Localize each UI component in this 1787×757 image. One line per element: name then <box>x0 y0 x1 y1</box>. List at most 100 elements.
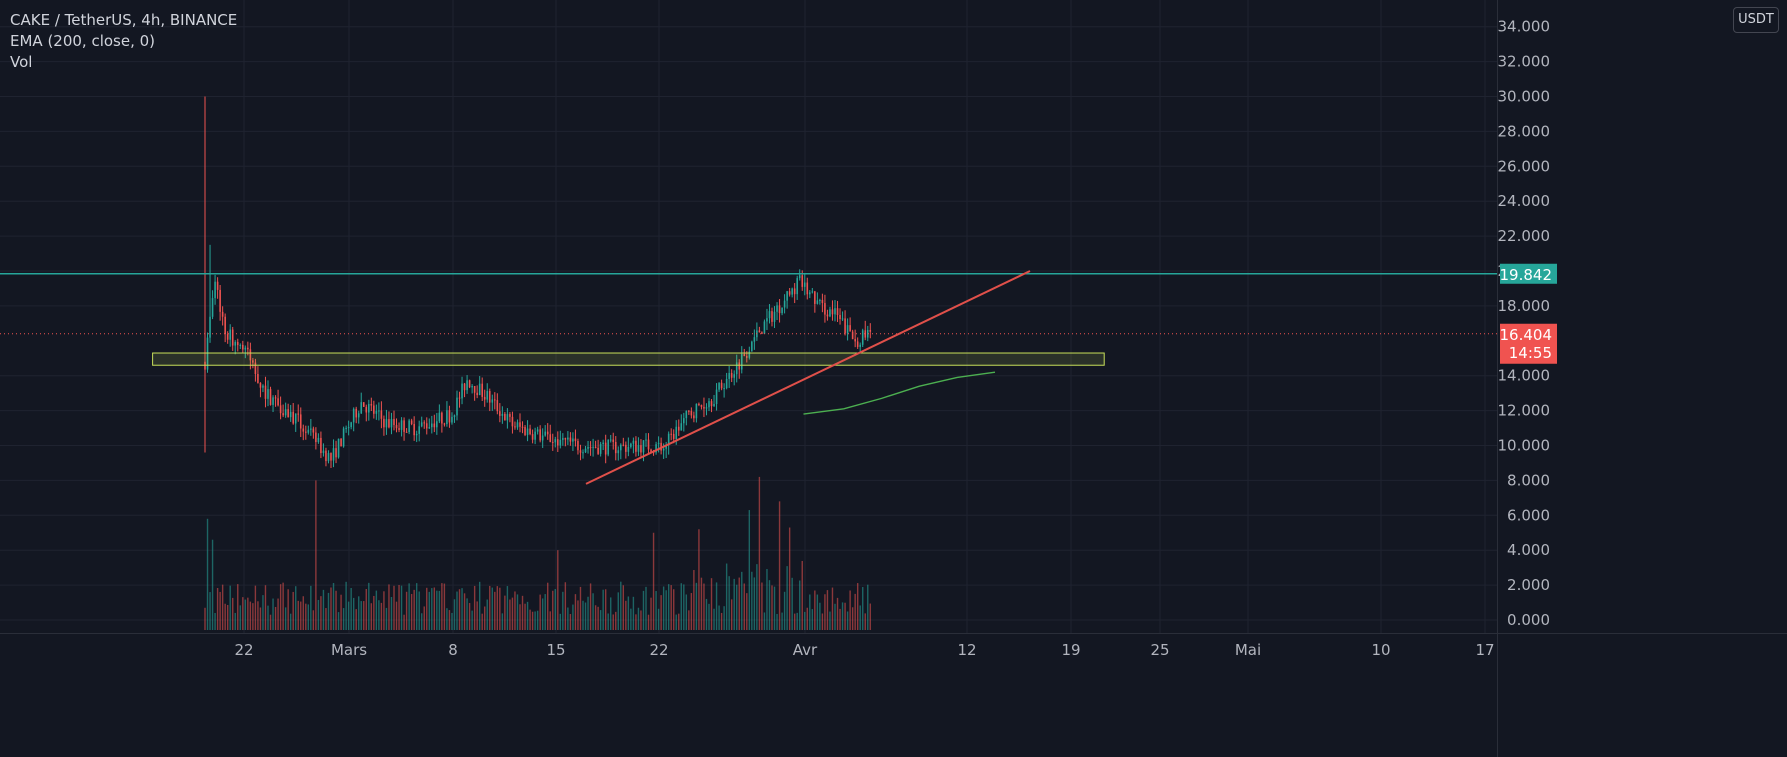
volume-bar <box>673 589 675 630</box>
volume-bar <box>433 587 436 630</box>
candle-body <box>667 433 670 446</box>
volume-bar <box>776 613 778 630</box>
candle-body <box>476 392 478 396</box>
volume-bar <box>710 578 713 630</box>
candle-body <box>657 442 660 445</box>
candle-body <box>216 281 219 290</box>
volume-bar <box>506 586 509 630</box>
candle-body <box>453 415 456 417</box>
candle-body <box>423 422 426 424</box>
volume-bar <box>484 606 486 630</box>
candle-body <box>554 439 557 443</box>
volume-bar <box>713 608 715 630</box>
volume-bar <box>446 608 448 630</box>
volume-bar <box>851 607 854 630</box>
volume-bar <box>267 605 269 630</box>
candle-body <box>289 411 292 418</box>
volume-bar <box>736 584 738 630</box>
volume-bar <box>368 582 370 630</box>
volume-indicator-label[interactable]: Vol <box>10 53 33 71</box>
volume-bar <box>756 564 758 630</box>
time-tick-label: 12 <box>957 641 976 659</box>
candle-body <box>226 334 229 340</box>
candle-body <box>592 446 594 448</box>
volume-bar <box>514 591 516 630</box>
candle-body <box>481 383 483 397</box>
volume-bar <box>640 610 642 630</box>
volume-bar <box>421 613 423 630</box>
candle-body <box>345 427 347 429</box>
volume-bar <box>534 611 536 630</box>
candle-body <box>557 439 559 446</box>
volume-bar <box>758 476 761 630</box>
volume-bar <box>259 607 262 630</box>
ema-indicator-label[interactable]: EMA (200, close, 0) <box>10 32 156 50</box>
candle-body <box>441 412 443 424</box>
volume-bar <box>554 589 556 630</box>
candle-body <box>773 311 776 322</box>
candle-body <box>746 356 748 358</box>
volume-bar <box>559 613 562 630</box>
volume-bar <box>378 600 380 630</box>
candle-body <box>693 415 695 419</box>
volume-bar <box>340 594 342 630</box>
volume-bar <box>214 612 216 630</box>
volume-bar <box>400 585 403 630</box>
candle-body <box>393 418 395 426</box>
candle-body <box>506 414 509 421</box>
volume-bar <box>854 593 856 630</box>
candle-body <box>735 362 738 375</box>
volume-bar <box>516 594 519 630</box>
candle-body <box>539 429 541 441</box>
volume-bar <box>778 501 781 630</box>
candle-body <box>708 401 710 408</box>
chart-legend: CAKE / TetherUS, 4h, BINANCE EMA (200, c… <box>10 10 237 73</box>
currency-unit-button[interactable]: USDT <box>1733 7 1779 33</box>
volume-bar <box>541 598 544 630</box>
candle-body <box>801 275 804 287</box>
price-axis: 0.000 2.000 4.000 6.000 8.000 10.000 12.000 14.… <box>1498 18 1551 629</box>
price-tick-label: 28.000 <box>1498 122 1551 140</box>
candle-body <box>299 414 302 429</box>
volume-bar <box>685 594 688 630</box>
volume-bar <box>332 582 335 630</box>
volume-bar <box>700 577 703 630</box>
candle-body <box>567 437 569 440</box>
candle-body <box>753 337 756 342</box>
volume-bar <box>426 587 428 630</box>
candle-body <box>443 423 446 425</box>
volume-bar <box>715 582 718 630</box>
volume-bar <box>242 597 244 630</box>
time-tick-label: 17 <box>1475 641 1494 659</box>
volume-bar <box>718 605 720 630</box>
candle-body <box>335 448 337 458</box>
symbol-title[interactable]: CAKE / TetherUS, 4h, BINANCE <box>10 11 238 29</box>
volume-bar <box>489 585 491 630</box>
candle-body <box>473 385 476 393</box>
volume-bar <box>698 529 700 630</box>
candle-body <box>806 282 809 295</box>
volume-bar <box>473 585 476 630</box>
candle-body <box>310 428 312 430</box>
candle-body <box>340 438 342 447</box>
volume-bar <box>771 585 773 630</box>
candle-body <box>700 404 703 407</box>
volume-bar <box>358 596 360 630</box>
volume-bar <box>327 592 330 630</box>
candle-body <box>383 418 385 428</box>
volume-bar <box>753 577 756 630</box>
volume-bar <box>501 613 504 630</box>
candle-body <box>415 433 418 436</box>
volume-bar <box>418 591 420 630</box>
candle-body <box>521 426 524 428</box>
volume-bar <box>410 593 413 630</box>
candle-body <box>405 431 408 433</box>
candle-body <box>357 413 360 418</box>
candle-body <box>425 423 428 429</box>
volume-bar <box>347 601 350 630</box>
candle-body <box>466 380 468 391</box>
candle-body <box>594 446 597 448</box>
volume-bar <box>287 589 289 630</box>
candle-body <box>262 385 264 388</box>
